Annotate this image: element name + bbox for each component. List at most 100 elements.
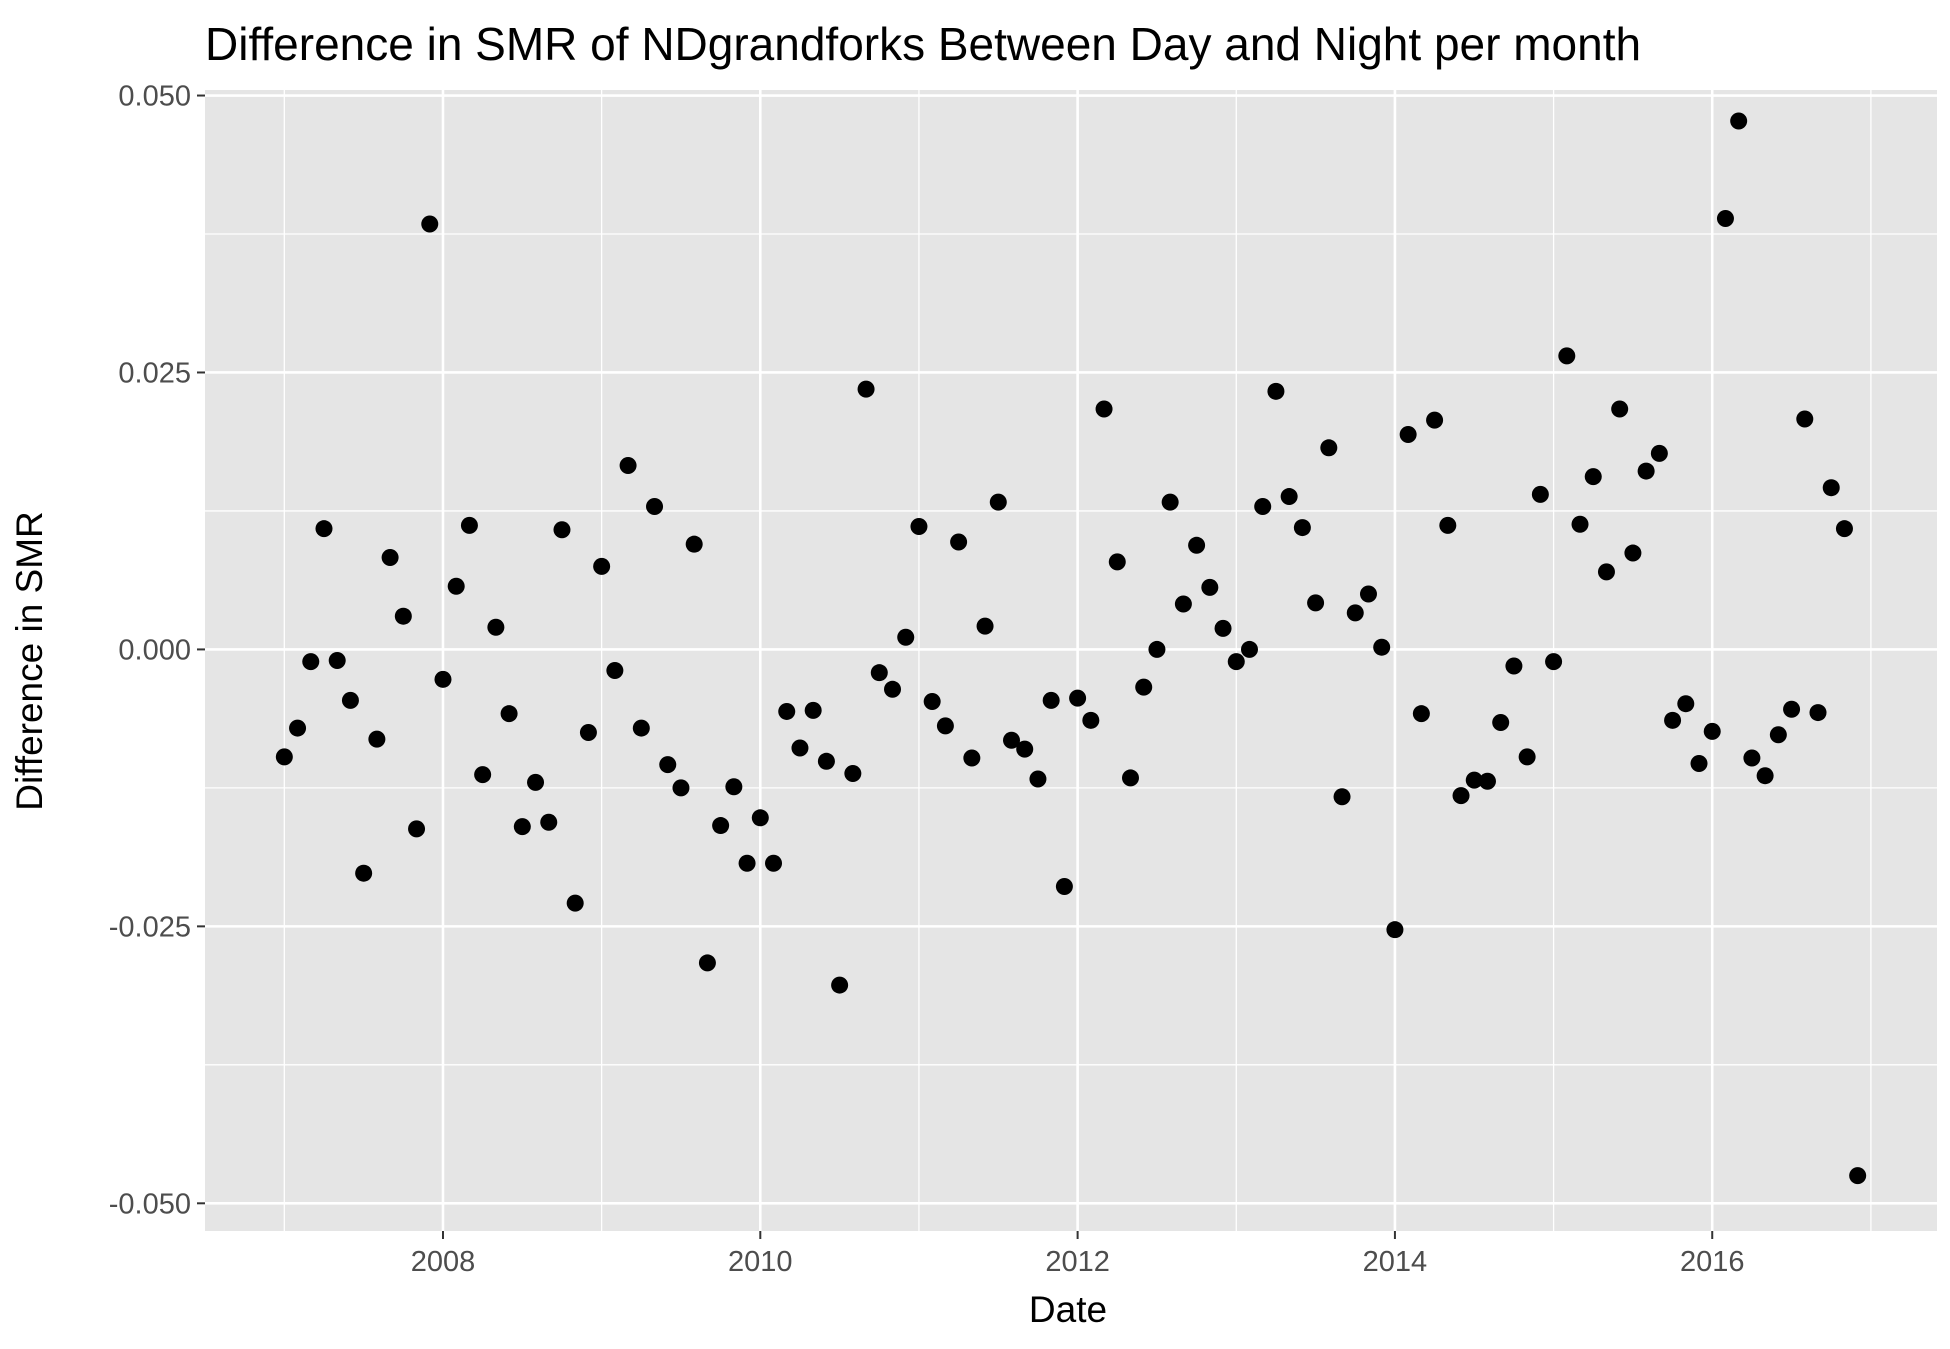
data-point (1545, 653, 1563, 671)
x-tick-label: 2010 (728, 1246, 793, 1278)
data-point (421, 215, 439, 233)
data-point (870, 664, 888, 682)
data-point (1135, 678, 1153, 696)
data-point (341, 691, 359, 709)
data-point (1531, 485, 1549, 503)
data-point (1650, 444, 1668, 462)
data-point (1148, 640, 1166, 658)
data-point (500, 705, 518, 723)
data-point (1796, 410, 1814, 428)
data-point (884, 680, 902, 698)
data-point (923, 692, 941, 710)
data-point (1016, 740, 1034, 758)
data-point (553, 521, 571, 539)
data-point (1320, 439, 1338, 457)
data-point (1690, 755, 1708, 773)
data-point (1571, 515, 1589, 533)
x-axis: 2008 2010 2012 2014 2016 (411, 1231, 1745, 1278)
data-point (1716, 210, 1734, 228)
data-point (1201, 578, 1219, 596)
data-point (1809, 704, 1827, 722)
data-point (1373, 638, 1391, 656)
major-gridlines (205, 90, 1937, 1231)
data-point (355, 864, 373, 882)
data-point (1082, 711, 1100, 729)
data-point (831, 976, 849, 994)
x-tick-label: 2008 (411, 1246, 476, 1278)
data-point (540, 813, 558, 831)
data-point (1254, 498, 1272, 516)
data-point (1452, 787, 1470, 805)
data-point (1029, 770, 1047, 788)
data-point (1227, 653, 1245, 671)
data-point (1439, 516, 1457, 534)
data-point (579, 724, 597, 742)
data-point (434, 670, 452, 688)
data-point (328, 652, 346, 669)
data-point (1003, 731, 1021, 749)
data-point (1465, 771, 1483, 789)
data-point (1730, 112, 1748, 130)
data-point (1637, 462, 1655, 480)
data-point (897, 628, 915, 646)
data-point (910, 517, 928, 535)
data-point (844, 764, 862, 782)
data-point (275, 748, 293, 766)
data-point (1624, 544, 1642, 562)
data-point (1280, 488, 1298, 506)
data-point (1333, 788, 1351, 806)
x-tick-label: 2012 (1045, 1246, 1110, 1278)
data-point (1412, 705, 1430, 723)
data-point (487, 618, 505, 636)
data-point (1161, 493, 1179, 511)
data-point (791, 739, 809, 757)
data-point (1240, 640, 1258, 658)
data-point (619, 457, 637, 475)
data-point (712, 817, 730, 835)
data-point (765, 854, 783, 872)
y-axis-title: Difference in SMR (9, 511, 50, 811)
data-point (408, 820, 426, 838)
data-point (1069, 689, 1087, 707)
data-point (315, 520, 333, 538)
data-point (646, 498, 664, 516)
data-point (1108, 553, 1126, 571)
data-point (527, 773, 545, 791)
data-point (368, 730, 386, 748)
data-point (1188, 536, 1206, 554)
data-point (778, 702, 796, 720)
y-tick-label: 0.050 (118, 81, 191, 113)
data-point (751, 809, 769, 827)
data-point (1174, 595, 1192, 613)
data-point (302, 653, 320, 671)
data-point (804, 701, 822, 719)
data-point (1835, 520, 1853, 538)
data-point (1584, 468, 1602, 486)
data-point (1399, 426, 1417, 444)
data-point (460, 516, 478, 534)
y-tick-label: -0.025 (109, 911, 191, 943)
data-point (1346, 604, 1364, 622)
data-point (989, 493, 1007, 511)
data-point (1121, 769, 1139, 787)
data-point (474, 766, 492, 784)
data-point (1095, 400, 1113, 418)
data-point (672, 779, 690, 797)
data-point (394, 607, 412, 625)
data-point (1293, 519, 1311, 537)
y-tick-label: -0.050 (109, 1188, 191, 1220)
data-point (1743, 749, 1761, 767)
data-point (698, 954, 716, 972)
y-axis: -0.050 -0.025 0.000 0.025 0.050 (109, 81, 205, 1220)
data-point (1849, 1167, 1867, 1185)
y-tick-label: 0.000 (118, 634, 191, 666)
data-point (738, 854, 756, 872)
data-point (1307, 594, 1325, 612)
data-point (936, 717, 954, 735)
data-point (1558, 347, 1576, 365)
chart-title: Difference in SMR of NDgrandforks Betwee… (205, 18, 1641, 70)
data-point (1597, 563, 1615, 581)
x-tick-label: 2016 (1680, 1246, 1745, 1278)
data-point (513, 818, 531, 836)
